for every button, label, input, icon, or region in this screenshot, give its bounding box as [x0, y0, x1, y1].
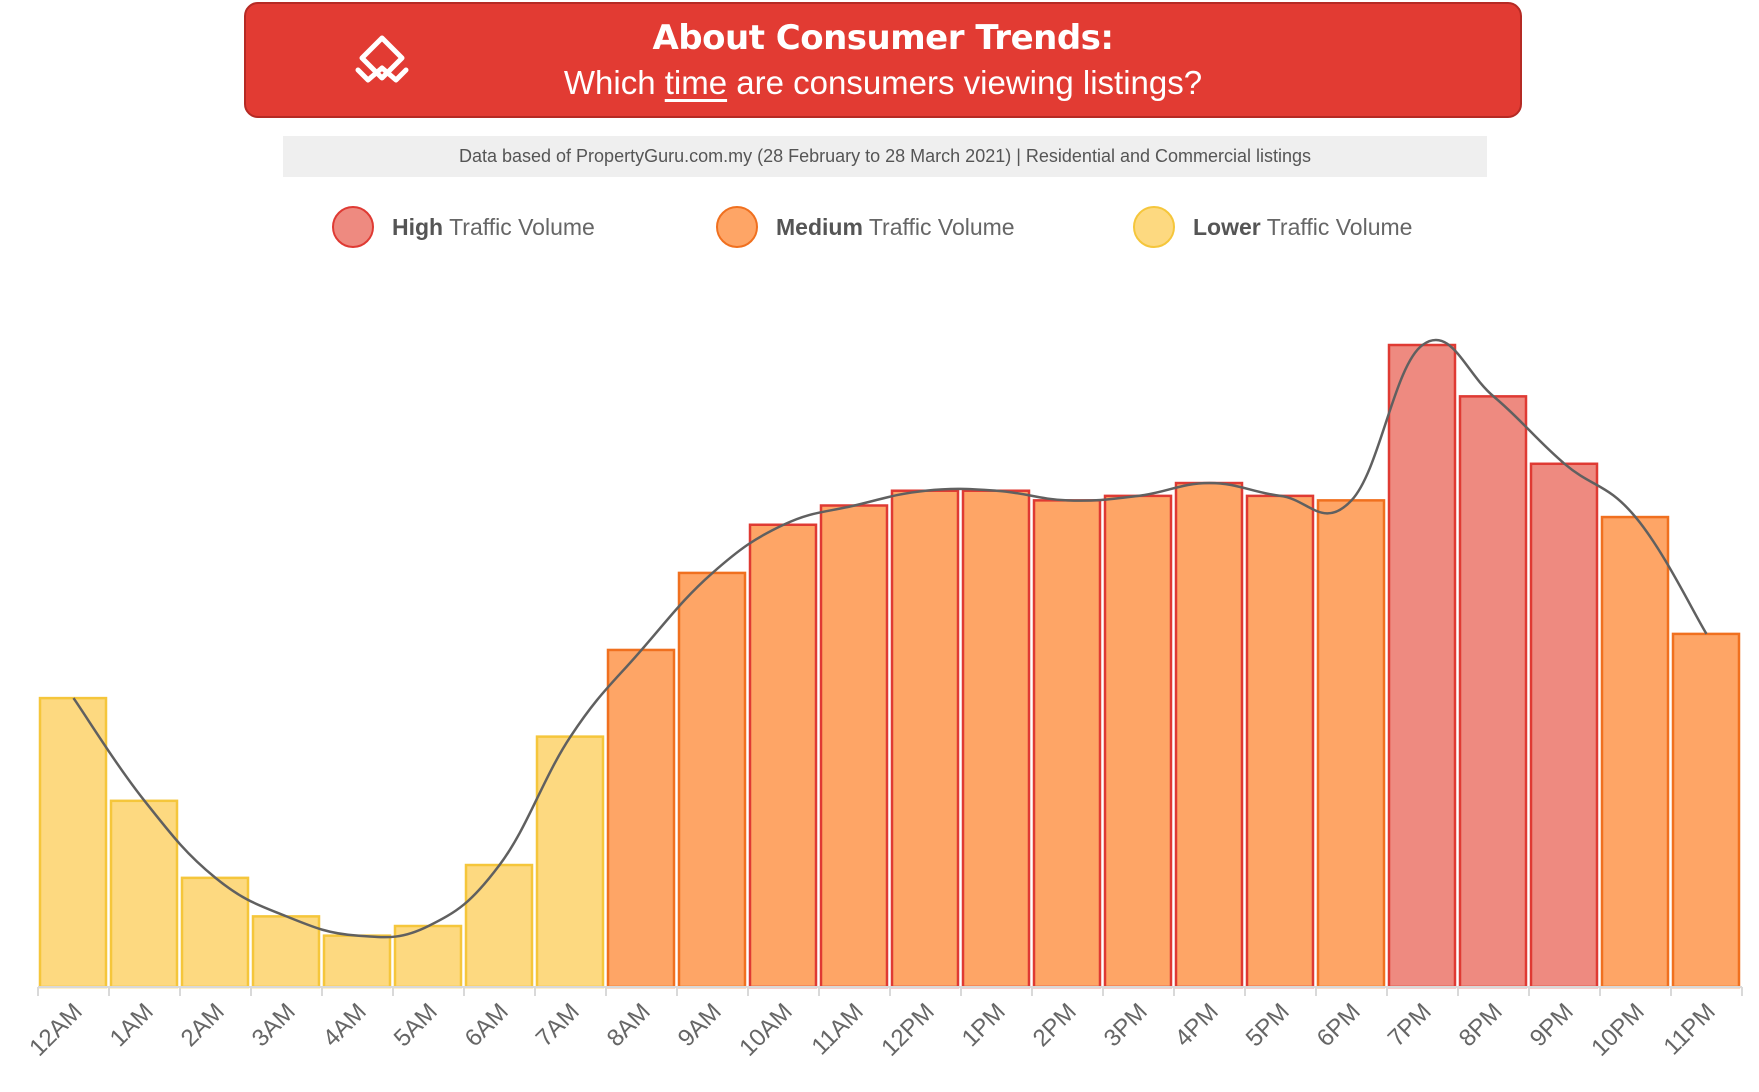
propertyguru-logo-icon [355, 35, 409, 83]
x-tick-label-11PM: 11PM [1659, 998, 1721, 1060]
bar-5PM [1245, 494, 1315, 989]
bar-8PM [1458, 395, 1528, 989]
x-tick-label-10AM: 10AM [734, 998, 797, 1061]
banner-subtitle: Which time are consumers viewing listing… [246, 64, 1520, 102]
bar-12PM [890, 489, 960, 989]
bar-1AM [109, 799, 179, 989]
x-tick-label-4PM: 4PM [1170, 998, 1224, 1052]
x-tick-label-3AM: 3AM [247, 998, 301, 1052]
x-tick-label-6PM: 6PM [1312, 998, 1366, 1052]
legend-item-medium: Medium Traffic Volume [716, 204, 1015, 250]
x-tick-label-8AM: 8AM [602, 998, 656, 1052]
bar-9AM [677, 571, 747, 989]
x-ticks-group [37, 987, 1743, 996]
bar-12AM [38, 696, 108, 989]
bar-1PM [961, 489, 1031, 989]
subtitle-post: are consumers viewing listings? [727, 64, 1203, 101]
legend-item-high: High Traffic Volume [332, 204, 595, 250]
bar-11PM [1671, 632, 1741, 989]
x-tick-label-8PM: 8PM [1454, 998, 1508, 1052]
traffic-bar-chart: 12AM 1AM 2AM 3AM 4AM 5AM 6AM 7AM 8AM 9AM 10AM 11AM 1… [24, 338, 1743, 1062]
legend-swatch-high [332, 206, 374, 248]
bar-10AM [748, 523, 818, 989]
x-tick-label-4AM: 4AM [318, 998, 372, 1052]
source-note: Data based of PropertyGuru.com.my (28 Fe… [283, 136, 1487, 177]
bar-4PM [1174, 481, 1244, 989]
subtitle-pre: Which [563, 64, 665, 101]
legend-label-medium: Medium Traffic Volume [776, 213, 1015, 240]
banner-title: About Consumer Trends: [652, 18, 1114, 58]
bar-4AM [322, 934, 392, 989]
bar-9PM [1529, 462, 1599, 989]
bar-8AM [606, 648, 676, 989]
x-tick-label-2PM: 2PM [1028, 998, 1082, 1052]
x-tick-label-2AM: 2AM [176, 998, 230, 1052]
x-tick-label-12PM: 12PM [876, 998, 939, 1061]
x-tick-label-6AM: 6AM [460, 998, 514, 1052]
bar-7AM [535, 735, 605, 989]
x-tick-label-7AM: 7AM [531, 998, 585, 1052]
bars-group [38, 343, 1741, 989]
x-tick-label-3PM: 3PM [1099, 998, 1153, 1052]
x-tick-labels-group: 12AM 1AM 2AM 3AM 4AM 5AM 6AM 7AM 8AM 9AM 10AM 11AM 1… [24, 998, 1720, 1061]
x-tick-label-1AM: 1AM [105, 998, 159, 1052]
legend-swatch-lower [1133, 206, 1175, 248]
subtitle-emphasis: time [664, 64, 728, 101]
bar-7PM [1387, 343, 1457, 989]
trend-line [72, 338, 1708, 939]
x-tick-label-1PM: 1PM [957, 998, 1011, 1052]
bar-6PM [1316, 499, 1386, 989]
x-tick-label-9AM: 9AM [673, 998, 727, 1052]
x-tick-label-12AM: 12AM [24, 998, 87, 1061]
bar-11AM [819, 504, 889, 989]
legend-swatch-medium [716, 206, 758, 248]
x-tick-label-9PM: 9PM [1525, 998, 1579, 1052]
bar-5AM [393, 924, 463, 989]
x-tick-label-11AM: 11AM [807, 998, 869, 1060]
bar-2PM [1032, 499, 1102, 989]
x-tick-label-5PM: 5PM [1241, 998, 1295, 1052]
x-tick-label-5AM: 5AM [389, 998, 443, 1052]
legend-label-lower: Lower Traffic Volume [1193, 213, 1413, 240]
title-banner: About Consumer Trends: Which time are co… [244, 2, 1522, 118]
legend-item-lower: Lower Traffic Volume [1133, 204, 1412, 250]
x-tick-label-10PM: 10PM [1586, 998, 1649, 1061]
x-tick-label-7PM: 7PM [1383, 998, 1437, 1052]
bar-3PM [1103, 494, 1173, 989]
bar-6AM [464, 863, 534, 989]
legend-label-high: High Traffic Volume [392, 213, 595, 240]
bar-3AM [251, 915, 321, 989]
bar-10PM [1600, 515, 1670, 989]
